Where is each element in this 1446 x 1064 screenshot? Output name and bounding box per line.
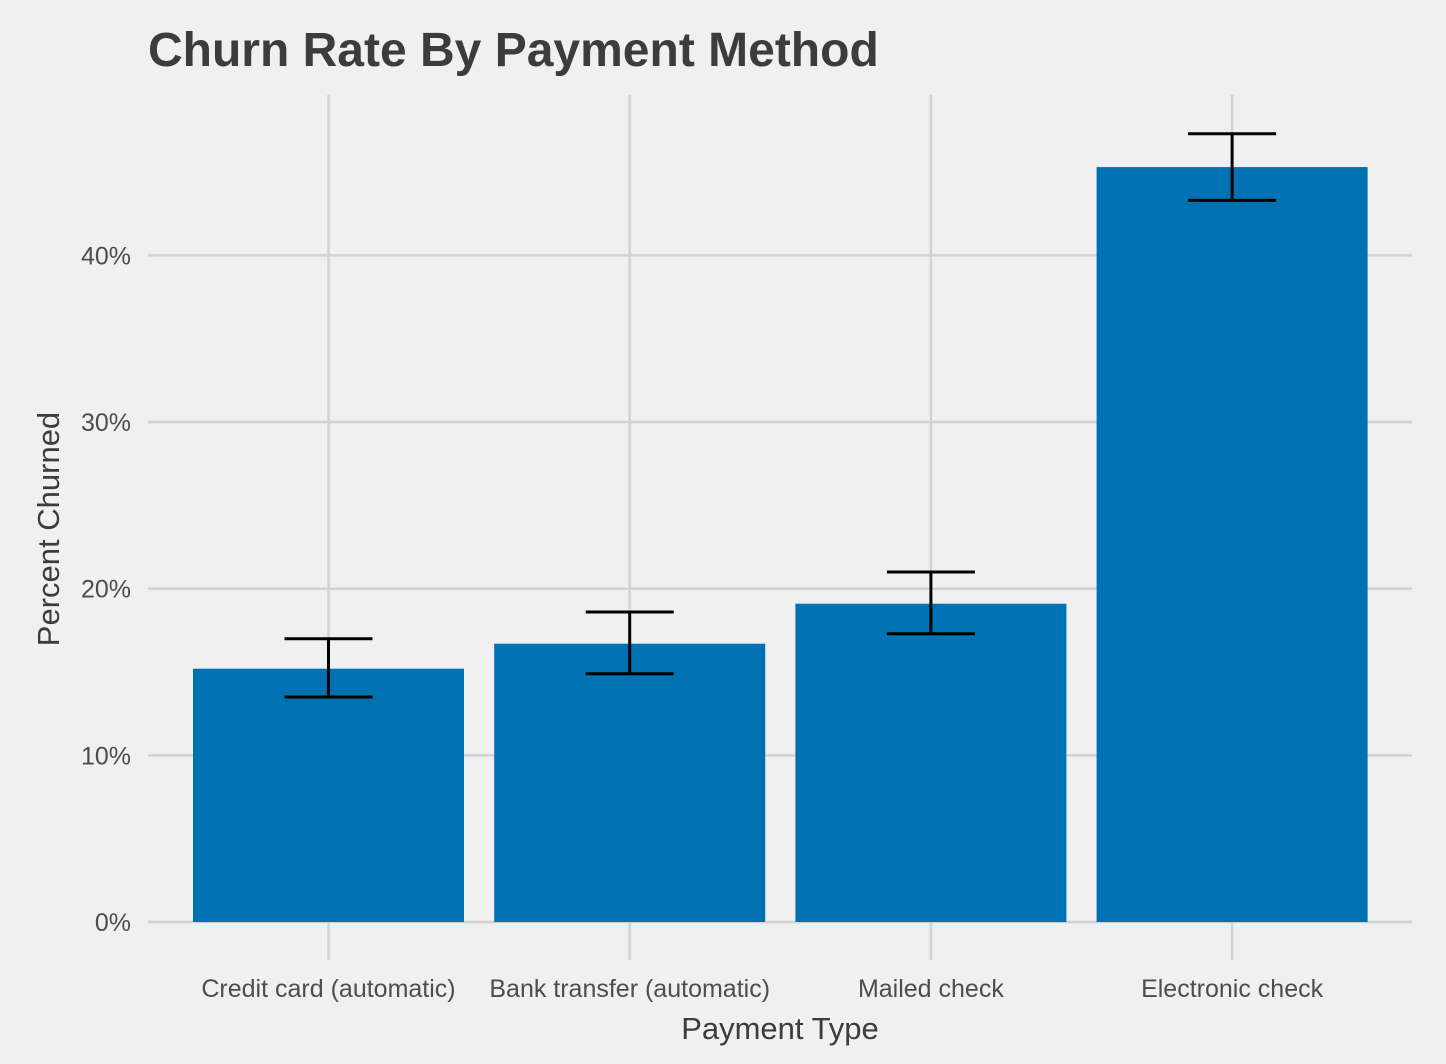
y-axis-title: Percent Churned <box>31 412 66 646</box>
bars <box>193 167 1368 922</box>
x-axis-title: Payment Type <box>681 1011 879 1046</box>
x-tick-label: Bank transfer (automatic) <box>489 975 770 1003</box>
y-tick-label: 0% <box>95 909 131 937</box>
x-tick-label: Mailed check <box>858 975 1004 1003</box>
x-tick-label: Electronic check <box>1141 975 1324 1003</box>
error-bar <box>585 610 674 676</box>
y-tick-label: 30% <box>81 409 131 437</box>
y-tick-label: 40% <box>81 242 131 270</box>
error-bar <box>886 570 975 636</box>
y-tick-label: 10% <box>81 742 131 770</box>
bar <box>494 643 766 922</box>
y-axis-tick-labels: 0% 10% 20% 30% 40% <box>81 242 131 937</box>
bar <box>1096 167 1368 922</box>
chart-title: Churn Rate By Payment Method <box>148 24 879 77</box>
error-bar <box>1188 132 1277 202</box>
x-tick-label: Credit card (automatic) <box>201 975 455 1003</box>
y-tick-label: 20% <box>81 576 131 604</box>
x-axis-tick-labels: Credit card (automatic) Bank transfer (au… <box>201 975 1323 1003</box>
bar <box>193 668 464 922</box>
error-bar <box>284 637 373 699</box>
error-bars <box>284 132 1277 699</box>
bar <box>795 603 1067 922</box>
